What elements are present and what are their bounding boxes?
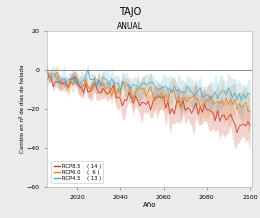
X-axis label: Año: Año xyxy=(143,201,156,208)
Y-axis label: Cambio en nº de días de helada: Cambio en nº de días de helada xyxy=(20,65,25,153)
Text: TAJO: TAJO xyxy=(119,7,141,17)
Legend: RCP8.5    ( 14 ), RCP6.0    (  6 ), RCP4.5    ( 13 ): RCP8.5 ( 14 ), RCP6.0 ( 6 ), RCP4.5 ( 13… xyxy=(51,161,103,183)
Text: ANUAL: ANUAL xyxy=(117,22,143,31)
